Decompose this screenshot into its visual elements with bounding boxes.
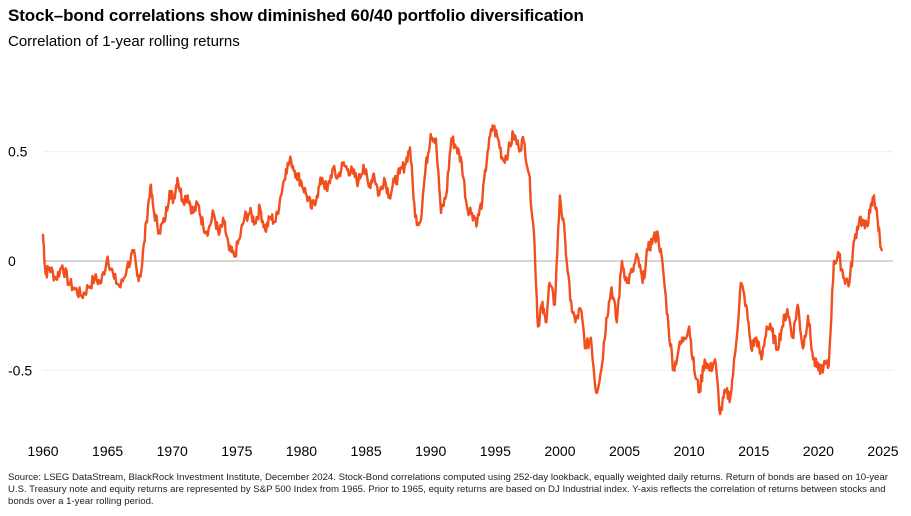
x-axis-ticks: 1960 1965 1970 1975 1980 1985 1990 1995 2000 2005… — [27, 443, 898, 459]
x-tick-label: 1995 — [480, 443, 511, 459]
x-tick-label: 1980 — [286, 443, 317, 459]
x-tick-label: 2020 — [803, 443, 834, 459]
x-tick-label: 1985 — [350, 443, 381, 459]
y-tick-label: 0 — [8, 253, 16, 269]
source-note: Source: LSEG DataStream, BlackRock Inves… — [8, 472, 888, 507]
series-line-0 — [41, 124, 883, 416]
x-tick-label: 1975 — [221, 443, 252, 459]
y-axis-ticks: 0.5 0 -0.5 — [8, 144, 32, 379]
x-tick-label: 2000 — [544, 443, 575, 459]
page-subtitle: Correlation of 1-year rolling returns — [8, 33, 240, 50]
x-tick-label: 2025 — [867, 443, 898, 459]
page-title: Stock–bond correlations show diminished … — [8, 6, 584, 25]
x-tick-label: 1965 — [92, 443, 123, 459]
x-tick-label: 2005 — [609, 443, 640, 459]
x-tick-label: 2015 — [738, 443, 769, 459]
x-tick-label: 1960 — [27, 443, 58, 459]
correlation-line-chart: 0.5 0 -0.5 1960 1965 1970 1975 1980 1985 1990 199… — [8, 124, 899, 459]
x-tick-label: 2010 — [674, 443, 705, 459]
x-tick-label: 1970 — [157, 443, 188, 459]
series-layer — [41, 124, 883, 416]
grid-layer — [43, 151, 893, 371]
y-tick-label: -0.5 — [8, 362, 32, 378]
x-tick-label: 1990 — [415, 443, 446, 459]
y-tick-label: 0.5 — [8, 144, 28, 160]
